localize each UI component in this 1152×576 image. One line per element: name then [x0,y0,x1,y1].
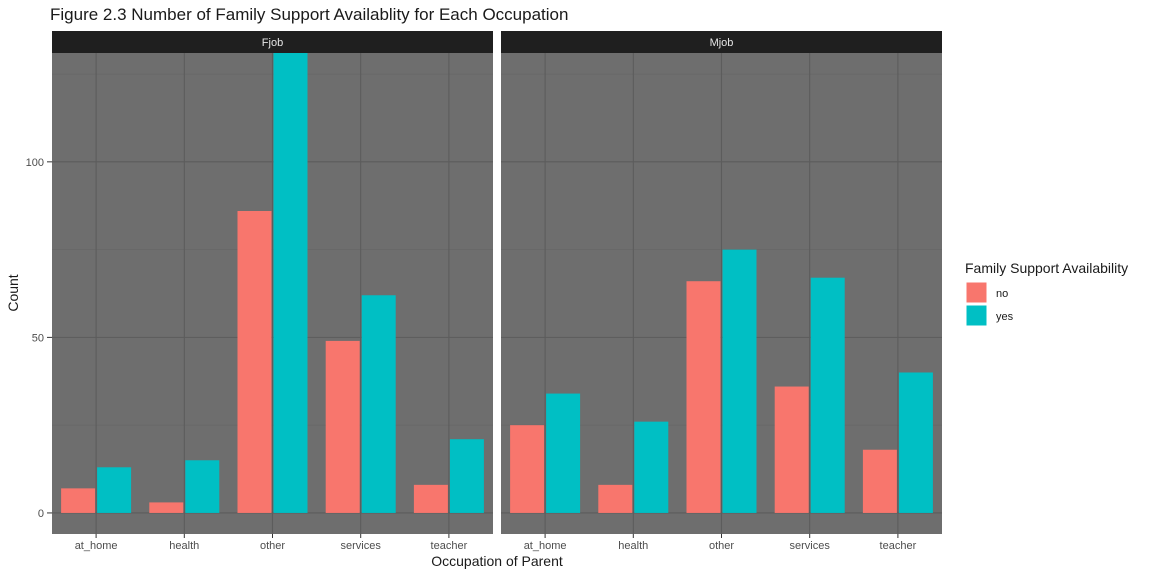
bar-mjob-health-no [598,484,633,513]
y-tick-label: 50 [32,332,44,344]
y-tick-label: 100 [26,157,44,169]
legend: Family Support Availability no yes [965,260,1128,327]
x-tick-label: services [341,540,382,552]
y-axis-label: Count [5,274,21,311]
bar-fjob-health-yes [185,460,220,513]
facet-panel-fjob: Fjob at_home health other services teacher [52,31,493,552]
bar-mjob-teacher-no [862,449,897,513]
legend-key-yes [965,304,988,327]
y-tick-label: 0 [38,508,44,520]
facet-strip-label: Mjob [710,37,734,49]
x-tick-label: other [709,540,734,552]
bar-fjob-at_home-yes [97,467,132,513]
x-tick-label: at_home [75,540,118,552]
legend-title: Family Support Availability [965,260,1128,276]
facet-panel-mjob: Mjob at_home health other services teacher [501,31,942,552]
bar-fjob-other-yes [273,53,308,513]
facet-strip-label: Fjob [262,37,283,49]
bar-fjob-teacher-no [413,484,448,513]
bar-mjob-services-yes [810,277,845,513]
bar-mjob-other-no [686,281,721,513]
bar-fjob-services-no [325,340,360,513]
facet-strip [501,31,942,53]
legend-key-no [965,281,988,304]
legend-label-no: no [996,288,1008,300]
x-tick-label: health [169,540,199,552]
bar-mjob-other-yes [722,249,757,513]
bar-mjob-services-no [774,386,809,513]
bar-fjob-health-no [149,502,184,513]
facet-strip [52,31,493,53]
bar-fjob-other-no [237,210,272,513]
bar-fjob-at_home-no [61,488,96,513]
bar-mjob-teacher-yes [898,372,933,513]
x-tick-label: at_home [524,540,567,552]
bar-fjob-teacher-yes [449,439,484,513]
x-tick-label: services [790,540,831,552]
x-tick-label: teacher [431,540,468,552]
bar-mjob-at_home-no [510,425,545,513]
x-tick-label: health [618,540,648,552]
legend-label-yes: yes [996,311,1014,323]
bar-fjob-services-yes [361,295,396,513]
bar-mjob-at_home-yes [546,393,581,513]
x-axis-label: Occupation of Parent [431,553,563,569]
x-tick-label: other [260,540,285,552]
chart-title: Figure 2.3 Number of Family Support Avai… [50,5,568,24]
x-tick-label: teacher [880,540,917,552]
bar-mjob-health-yes [634,421,669,513]
